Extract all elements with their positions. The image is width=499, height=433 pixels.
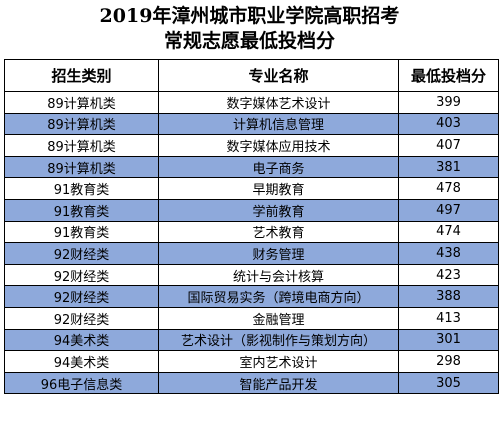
table-row: 89计算机类 电子商务 381	[4, 155, 499, 179]
cell-category: 96电子信息类	[4, 371, 159, 395]
cell-score: 423	[398, 263, 499, 287]
cell-score: 298	[398, 350, 499, 373]
cell-category: 91教育类	[4, 220, 159, 244]
table-row: 92财经类 国际贸易实务（跨境电商方向） 388	[4, 285, 499, 308]
table-body: 89计算机类 数字媒体艺术设计 399 89计算机类 计算机信息管理 403 89计算机类数…	[4, 91, 499, 395]
table-row: 91教育类 艺术教育 474	[4, 220, 499, 244]
cell-score: 403	[398, 112, 499, 136]
header-row: 招生类别 专业名称 最低投档分	[4, 59, 499, 92]
cell-score: 407	[398, 134, 499, 157]
cell-category: 91教育类	[4, 177, 159, 200]
cell-category: 91教育类	[4, 198, 159, 222]
header-category: 招生类别	[4, 59, 159, 92]
cell-category: 92财经类	[4, 263, 159, 287]
table-row: 89计算机类 数字媒体艺术设计 399	[4, 91, 499, 114]
table-row: 89计算机类 计算机信息管理 403	[4, 112, 499, 136]
table-row: 91教育类 学前教育 497	[4, 198, 499, 222]
cell-major: 智能产品开发	[158, 371, 399, 395]
cell-score: 413	[398, 306, 499, 330]
cell-major: 学前教育	[158, 198, 399, 222]
cell-major: 艺术设计（影视制作与策划方向）	[158, 328, 399, 352]
cell-major: 金融管理	[158, 306, 399, 330]
cell-major: 艺术教育	[158, 220, 399, 244]
cell-score: 381	[398, 155, 499, 179]
header-major: 专业名称	[158, 59, 399, 92]
cell-category: 92财经类	[4, 306, 159, 330]
page-title: 2019年漳州城市职业学院高职招考 常规志愿最低投档分	[0, 0, 499, 59]
cell-major: 室内艺术设计	[158, 350, 399, 373]
cell-score: 478	[398, 177, 499, 200]
table-row: 94美术类 室内艺术设计 298	[4, 350, 499, 373]
cell-score: 305	[398, 371, 499, 395]
cell-major: 数字媒体应用技术	[158, 134, 399, 157]
title-line-2: 常规志愿最低投档分	[163, 30, 335, 52]
cell-score: 438	[398, 242, 499, 265]
cell-category: 89计算机类	[4, 112, 159, 136]
cell-category: 94美术类	[4, 350, 159, 373]
table-row: 96电子信息类 智能产品开发 305	[4, 371, 499, 395]
table-row: 89计算机类 数字媒体应用技术 407	[4, 134, 499, 157]
cell-score: 474	[398, 220, 499, 244]
cell-score: 388	[398, 285, 499, 308]
cell-major: 统计与会计核算	[158, 263, 399, 287]
cell-score: 399	[398, 91, 499, 114]
cell-score: 301	[398, 328, 499, 352]
title-line-1: 2019年漳州城市职业学院高职招考	[99, 5, 400, 27]
cell-major: 财务管理	[158, 242, 399, 265]
header-score: 最低投档分	[398, 59, 499, 92]
cell-major: 电子商务	[158, 155, 399, 179]
cell-category: 94美术类	[4, 328, 159, 352]
table-row: 92财经类 财务管理 438	[4, 242, 499, 265]
cell-category: 89计算机类	[4, 91, 159, 114]
cell-category: 89计算机类	[4, 134, 159, 157]
cell-major: 早期教育	[158, 177, 399, 200]
cell-category: 92财经类	[4, 285, 159, 308]
cell-major: 国际贸易实务（跨境电商方向）	[158, 285, 399, 308]
table-row: 92财经类 金融管理 413	[4, 306, 499, 330]
cell-category: 92财经类	[4, 242, 159, 265]
table-row: 91教育类 早期教育 478	[4, 177, 499, 200]
table-row: 92财经类 统计与会计核算 423	[4, 263, 499, 287]
score-table: 招生类别 专业名称 最低投档分 89计算机类 数字媒体艺术设计 399 89计算机类计…	[4, 59, 499, 395]
cell-score: 497	[398, 198, 499, 222]
cell-category: 89计算机类	[4, 155, 159, 179]
cell-major: 数字媒体艺术设计	[158, 91, 399, 114]
cell-major: 计算机信息管理	[158, 112, 399, 136]
table-row: 94美术类 艺术设计（影视制作与策划方向） 301	[4, 328, 499, 352]
